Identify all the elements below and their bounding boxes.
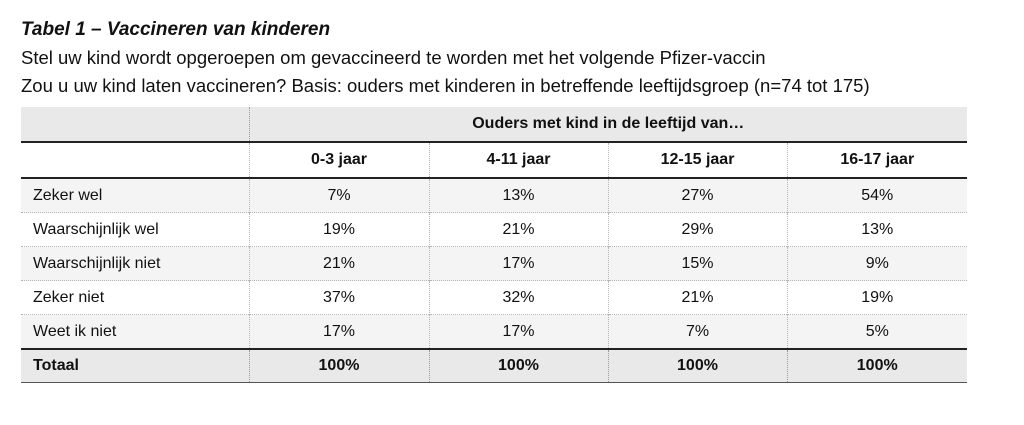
row-label: Waarschijnlijk wel xyxy=(33,220,159,238)
table-cell: 17% xyxy=(428,246,608,281)
table-cell: 21% xyxy=(428,212,608,247)
total-cell: 100% xyxy=(428,349,608,383)
table-cell: 17% xyxy=(248,314,429,349)
row-label: Zeker niet xyxy=(33,288,105,306)
table-cell: 17% xyxy=(428,314,608,349)
total-cell: 100% xyxy=(786,349,967,383)
group-header-row: Ouders met kind in de leeftijd van… xyxy=(21,107,967,142)
table-title: Tabel 1 – Vaccineren van kinderen xyxy=(21,19,331,40)
table-row: Weet ik niet 17% 17% 7% 5% xyxy=(21,314,967,349)
column-header-row: 0-3 jaar 4-11 jaar 12-15 jaar 16-17 jaar xyxy=(21,142,967,178)
table-cell: 7% xyxy=(607,314,787,349)
total-label: Totaal xyxy=(33,357,79,374)
empty-corner-cell xyxy=(21,107,250,142)
table-row: Zeker niet 37% 32% 21% 19% xyxy=(21,280,967,315)
row-label: Zeker wel xyxy=(33,186,103,204)
table-row: Waarschijnlijk niet 21% 17% 15% 9% xyxy=(21,246,967,281)
total-row: Totaal 100% 100% 100% 100% xyxy=(21,349,967,383)
table-cell: 13% xyxy=(786,212,967,247)
table-cell: 15% xyxy=(607,246,787,281)
table-cell: 9% xyxy=(786,246,967,281)
table-row: Waarschijnlijk wel 19% 21% 29% 13% xyxy=(21,212,967,247)
table-cell: 29% xyxy=(607,212,787,247)
table-cell: 19% xyxy=(786,280,967,315)
total-cell: 100% xyxy=(248,349,429,383)
column-header: 16-17 jaar xyxy=(786,142,967,178)
table-cell: 7% xyxy=(248,178,429,213)
group-header: Ouders met kind in de leeftijd van… xyxy=(249,107,967,142)
table-caption: Tabel 1 – Vaccineren van kinderen Stel u… xyxy=(21,16,1011,100)
table-cell: 5% xyxy=(786,314,967,349)
table-row: Zeker wel 7% 13% 27% 54% xyxy=(21,178,967,213)
table-cell: 21% xyxy=(248,246,429,281)
table-cell: 32% xyxy=(428,280,608,315)
table-cell: 19% xyxy=(248,212,429,247)
total-cell: 100% xyxy=(607,349,787,383)
question-text: Zou u uw kind laten vaccineren? Basis: o… xyxy=(21,75,870,96)
vaccination-table: Ouders met kind in de leeftijd van… 0-3 … xyxy=(21,107,967,383)
table-cell: 27% xyxy=(607,178,787,213)
table-cell: 54% xyxy=(786,178,967,213)
column-header: 0-3 jaar xyxy=(248,142,429,178)
table-cell: 37% xyxy=(248,280,429,315)
table-cell: 13% xyxy=(428,178,608,213)
question-intro: Stel uw kind wordt opgeroepen om gevacci… xyxy=(21,47,766,68)
row-label: Waarschijnlijk niet xyxy=(33,254,161,272)
empty-header-cell xyxy=(21,142,249,178)
row-label: Weet ik niet xyxy=(33,322,117,340)
table-cell: 21% xyxy=(607,280,787,315)
column-header: 4-11 jaar xyxy=(428,142,608,178)
column-header: 12-15 jaar xyxy=(607,142,787,178)
